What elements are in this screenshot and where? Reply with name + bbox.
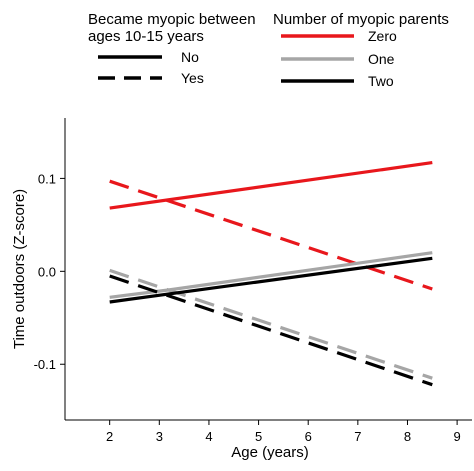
x-tick-label: 9: [453, 429, 460, 444]
legend-linestyle-title-line-2: ages 10-15 years: [88, 28, 204, 45]
series-line-zero-no: [109, 161, 433, 210]
series-line-one-no: [109, 251, 433, 299]
series-line-zero-yes: [109, 179, 433, 291]
legend-label-one: One: [368, 51, 395, 67]
series-line-two-no: [109, 256, 433, 304]
legend-color-title: Number of myopic parents: [273, 11, 449, 28]
y-axis-label: Time outdoors (Z-score): [11, 189, 28, 349]
x-ticks: 2 3 4 5 6 7 8 9: [106, 420, 461, 444]
x-tick-label: 8: [404, 429, 411, 444]
y-tick-label: -0.1: [34, 357, 56, 372]
x-tick-label: 6: [305, 429, 312, 444]
x-tick-label: 3: [156, 429, 163, 444]
y-tick-label: 0.1: [38, 171, 56, 186]
legend-label-yes: Yes: [181, 70, 204, 86]
legend-linestyle-title-line-1: Became myopic between: [88, 11, 256, 28]
y-tick-label: 0.0: [38, 264, 56, 279]
x-tick-label: 5: [255, 429, 262, 444]
x-tick-label: 4: [205, 429, 212, 444]
legend-linestyle: Became myopic between ages 10-15 years N…: [88, 11, 256, 86]
x-tick-label: 7: [354, 429, 361, 444]
series-line-one-yes: [109, 268, 433, 380]
legend-label-zero: Zero: [368, 28, 397, 44]
legend-label-two: Two: [368, 73, 394, 89]
y-ticks: 0.1 0.0 -0.1: [34, 171, 65, 372]
legend-color: Number of myopic parents Zero One Two: [273, 11, 449, 89]
legend-label-no: No: [181, 49, 199, 65]
x-axis-label: Age (years): [231, 444, 309, 461]
series-layer: [109, 161, 433, 387]
x-tick-label: 2: [106, 429, 113, 444]
series-line-two-yes: [109, 274, 433, 387]
